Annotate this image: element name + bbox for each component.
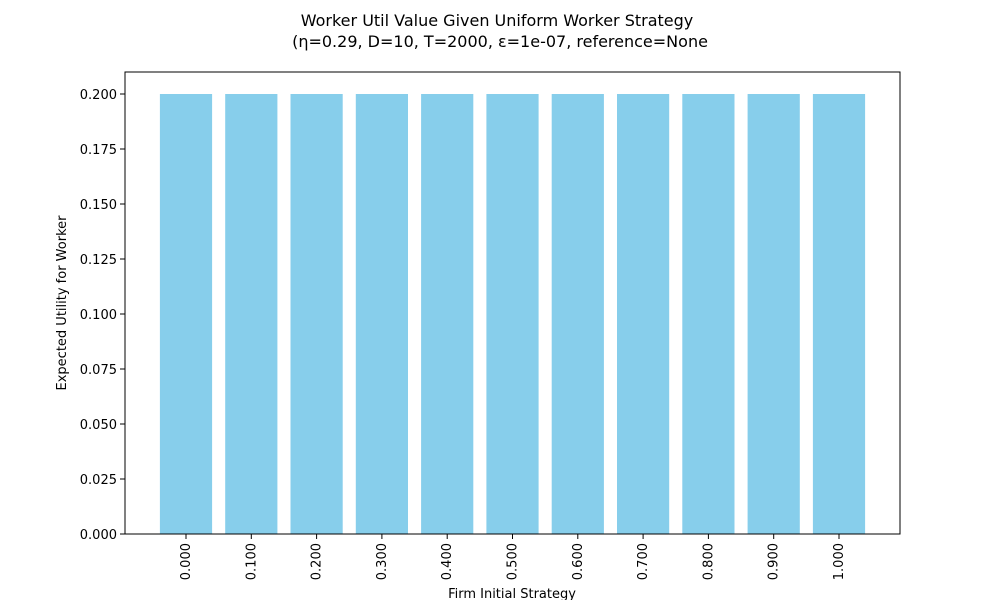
bar-0.800 (682, 94, 735, 534)
x-tick-label: 0.700 (636, 543, 651, 580)
bar-0.000 (159, 94, 213, 534)
y-tick-label: 0.075 (80, 363, 117, 378)
x-axis-label: Firm Initial Strategy (448, 587, 576, 600)
x-tick-label: 0.300 (375, 543, 390, 580)
bar-0.500 (486, 94, 539, 534)
y-tick-label: 0.050 (80, 418, 117, 433)
bar-0.400 (421, 94, 474, 534)
y-tick-label: 0.150 (80, 198, 117, 213)
plot-frame (124, 71, 901, 535)
x-tick-label: 0.200 (310, 543, 325, 580)
x-tick-label: 0.400 (440, 543, 455, 580)
x-axis: 0.000 0.100 0.200 0.300 0.400 0.500 0.600 0.700… (179, 534, 847, 580)
chart-title-line2: (η=0.29, D=10, T=2000, ε=1e-07, referenc… (292, 32, 708, 51)
x-tick-label: 1.000 (832, 543, 847, 580)
x-tick-label: 0.500 (506, 543, 521, 580)
bar-0.900 (747, 94, 800, 534)
bars-group (159, 94, 866, 534)
y-tick-label: 0.000 (80, 528, 117, 543)
bar-0.200 (290, 94, 343, 534)
chart-title-line1: Worker Util Value Given Uniform Worker S… (301, 11, 694, 30)
bar-0.700 (617, 94, 670, 534)
bar-0.100 (225, 94, 278, 534)
y-tick-label: 0.125 (80, 253, 117, 268)
x-tick-label: 0.900 (767, 543, 782, 580)
bar-0.300 (355, 94, 408, 534)
bar-1.000 (812, 94, 866, 534)
x-tick-label: 0.800 (701, 543, 716, 580)
x-tick-label: 0.100 (244, 543, 259, 580)
y-axis: 0.000 0.025 0.050 0.075 0.100 0.125 0.150 0.175… (80, 88, 125, 543)
y-tick-label: 0.175 (80, 143, 117, 158)
y-tick-label: 0.100 (80, 308, 117, 323)
x-tick-label: 0.600 (571, 543, 586, 580)
bar-0.600 (551, 94, 604, 534)
x-tick-label: 0.000 (179, 543, 194, 580)
y-axis-label: Expected Utility for Worker (55, 215, 70, 391)
y-tick-label: 0.200 (80, 88, 117, 103)
y-tick-label: 0.025 (80, 473, 117, 488)
